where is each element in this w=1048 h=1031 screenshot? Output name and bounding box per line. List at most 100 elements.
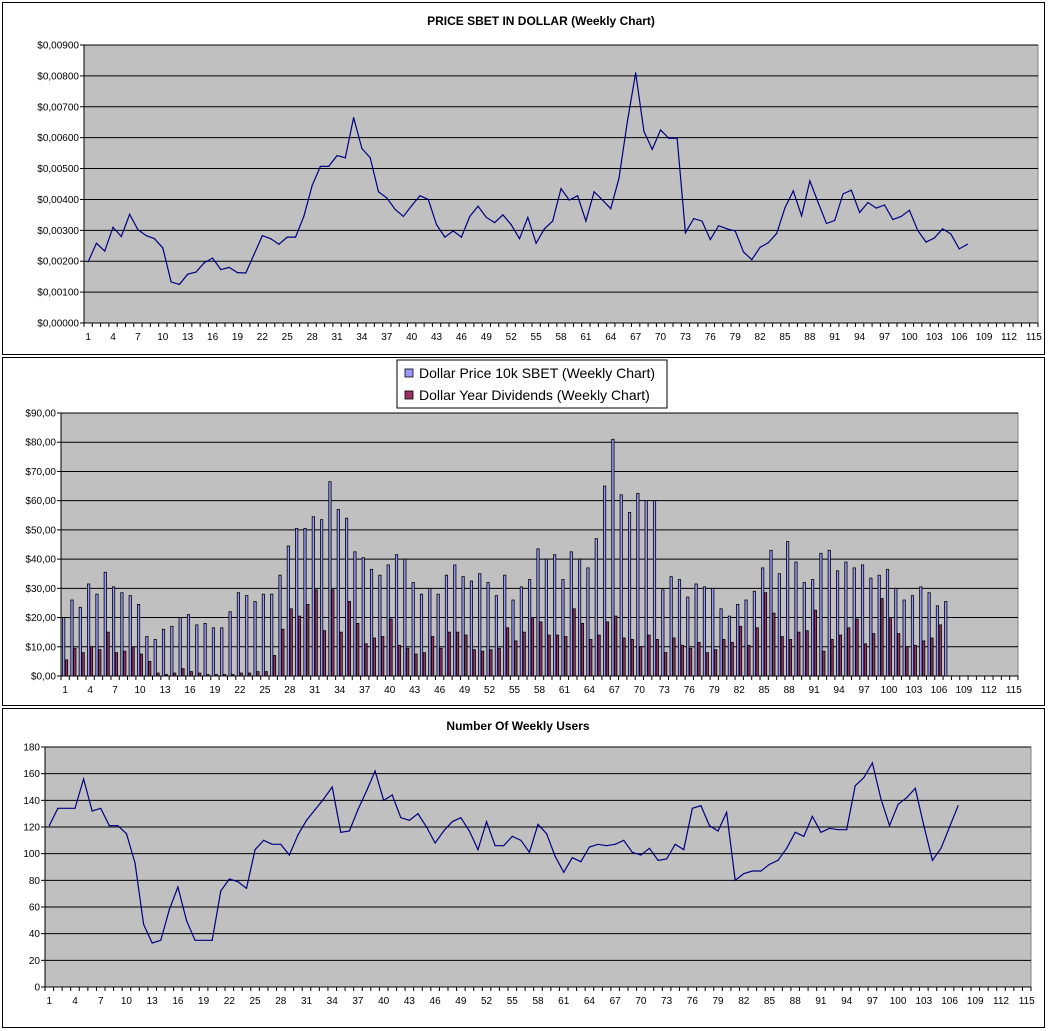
y-tick-label: 160 [23, 769, 40, 780]
price-bar [128, 595, 132, 677]
data-point [134, 862, 136, 864]
x-tick-label: 106 [931, 685, 948, 696]
x-tick-label: 10 [157, 332, 169, 343]
price-bar [469, 580, 473, 677]
price-bar [286, 545, 290, 677]
price-bar [370, 568, 374, 677]
price-bar [503, 574, 507, 677]
y-tick-label: $0,00700 [37, 102, 79, 113]
price-bar [919, 586, 923, 677]
y-tick-label: $0,00 [31, 672, 56, 683]
price-bar [295, 528, 299, 677]
x-tick-label: 61 [559, 685, 571, 696]
price-bar [186, 614, 191, 677]
price-bar [428, 587, 432, 677]
y-tick-label: 140 [23, 796, 40, 807]
data-point [402, 215, 404, 218]
x-tick-label: 94 [841, 996, 853, 1007]
dividend-bar [714, 649, 718, 677]
chart-title: Number Of Weekly Users [446, 719, 589, 733]
price-bar [386, 564, 390, 677]
price-bar [328, 481, 332, 677]
dividend-bar [314, 589, 318, 677]
dividend-bar [747, 644, 751, 677]
price-bar [353, 551, 357, 677]
x-tick-label: 70 [635, 996, 647, 1007]
price-bar [944, 601, 948, 677]
data-point [875, 207, 877, 209]
dividend-bar [198, 672, 202, 677]
data-point [834, 219, 836, 222]
data-point [527, 216, 529, 218]
x-tick-label: 115 [1019, 996, 1035, 1007]
dividend-bar [464, 634, 468, 677]
data-point [659, 129, 662, 131]
data-point [353, 116, 355, 119]
data-point [48, 825, 50, 827]
dividend-bar [755, 627, 759, 677]
data-point [631, 851, 633, 853]
dividend-bar [364, 643, 368, 677]
data-point [809, 180, 811, 182]
price-bar [627, 511, 632, 677]
data-point [270, 238, 272, 240]
x-tick-label: 82 [738, 996, 750, 1007]
y-tick-label: $40,00 [25, 555, 56, 566]
price-bar [270, 593, 274, 677]
x-tick-label: 25 [259, 685, 271, 696]
dividend-bar [73, 647, 77, 677]
dividend-bar [772, 612, 776, 677]
data-point [369, 157, 371, 159]
x-tick-label: 58 [532, 996, 544, 1007]
data-point [784, 207, 786, 209]
price-bar [669, 576, 673, 677]
price-bar [852, 567, 856, 677]
data-point [120, 235, 122, 238]
data-point [794, 831, 796, 833]
data-point [271, 843, 273, 845]
data-point [528, 851, 531, 853]
dividend-bar [880, 598, 884, 677]
data-point [408, 819, 410, 821]
price-bar [486, 582, 490, 677]
data-point [323, 798, 325, 800]
data-point [237, 881, 239, 883]
data-point [82, 778, 85, 780]
price-bar [860, 564, 865, 677]
dividend-bar [730, 641, 734, 677]
price-bar [478, 573, 482, 677]
data-point [931, 859, 934, 861]
data-point [253, 253, 255, 256]
data-point [460, 236, 463, 238]
x-tick-label: 91 [815, 996, 827, 1007]
dividend-bar [805, 630, 809, 677]
dividend-bar [489, 649, 493, 677]
price-bar [694, 583, 698, 677]
dividend-bar [239, 672, 243, 677]
price-bar [528, 579, 532, 677]
data-point [511, 835, 513, 837]
price-bar [245, 595, 249, 677]
data-point [503, 845, 505, 847]
price-bar [195, 624, 199, 677]
price-bar [594, 538, 598, 677]
dividend-bar [514, 640, 518, 677]
data-point [917, 229, 919, 231]
data-point [635, 72, 637, 74]
x-tick-label: 4 [87, 685, 93, 696]
weekly-users-chart: Number Of Weekly Users020406080100120140… [23, 719, 1035, 1007]
x-tick-label: 109 [976, 332, 993, 343]
dividend-bar [189, 671, 193, 677]
plot-area [83, 44, 1039, 324]
data-point [751, 870, 753, 872]
data-point [443, 830, 445, 832]
price-bar [70, 599, 74, 677]
data-point [444, 236, 446, 238]
x-tick-label: 106 [941, 996, 958, 1007]
x-tick-label: 112 [981, 685, 997, 696]
price-bar [686, 596, 690, 677]
data-point [263, 839, 265, 841]
price-bar [394, 554, 399, 677]
data-point [303, 215, 305, 218]
x-tick-label: 112 [993, 996, 1009, 1007]
